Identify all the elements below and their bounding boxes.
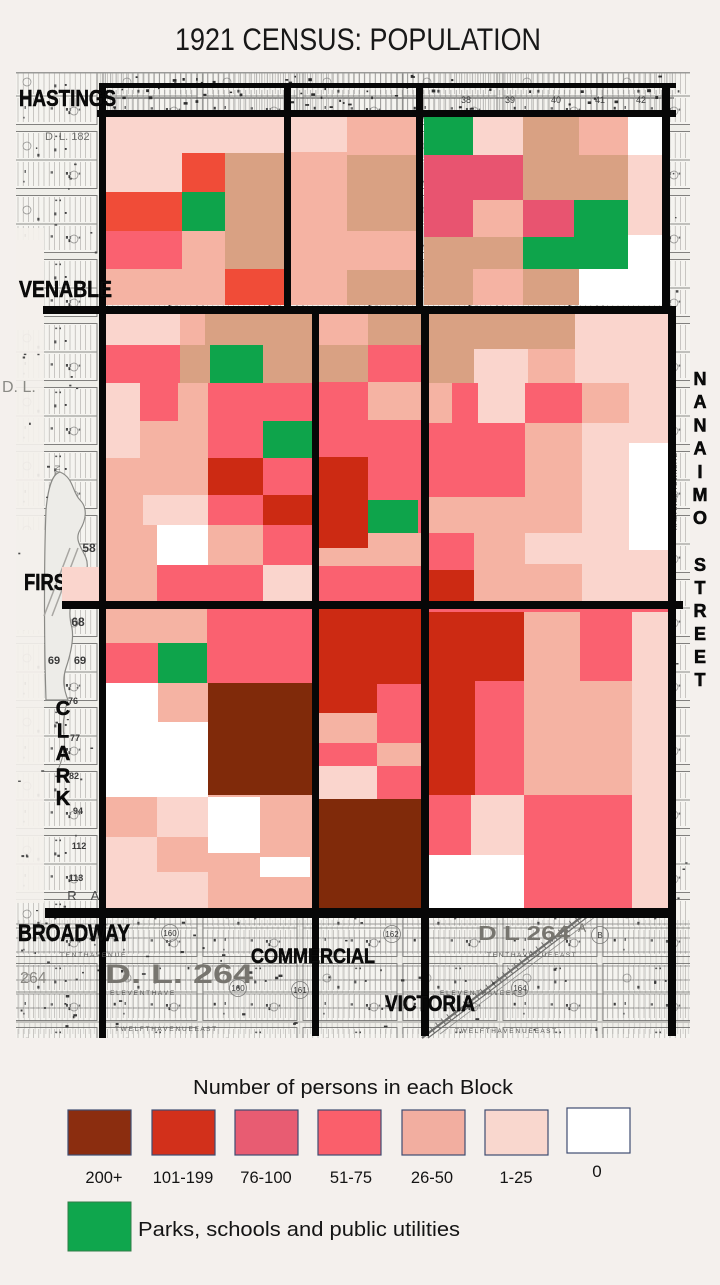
svg-text:BROADWAY: BROADWAY (18, 920, 130, 947)
svg-text:B: B (597, 931, 602, 940)
svg-text:I: I (697, 462, 702, 482)
svg-text:T E N T H A V E N U E E A: T E N T H A V E N U E E A S T (487, 952, 576, 959)
svg-text:160: 160 (231, 984, 245, 993)
svg-text:51-75: 51-75 (330, 1169, 372, 1187)
svg-text:0: 0 (592, 1162, 601, 1181)
svg-text:E: E (694, 624, 706, 644)
svg-text:D L 264: D L 264 (478, 923, 571, 945)
svg-text:T W E L F T H A V E N U E: T W E L F T H A V E N U E E A S T (115, 1026, 216, 1033)
svg-text:164: 164 (513, 984, 527, 993)
svg-text:T: T (695, 578, 706, 598)
svg-text:M: M (693, 485, 708, 505)
svg-text:76-100: 76-100 (240, 1169, 291, 1187)
svg-text:A: A (694, 439, 707, 459)
svg-text:L: L (57, 721, 69, 743)
svg-text:38: 38 (461, 95, 471, 105)
svg-text:N: N (694, 369, 707, 389)
svg-text:A: A (578, 921, 586, 935)
svg-text:200+: 200+ (85, 1169, 122, 1187)
svg-text:Parks, schools and public util: Parks, schools and public utilities (138, 1219, 460, 1241)
svg-text:C: C (56, 698, 70, 720)
svg-text:COMMERCIAL: COMMERCIAL (251, 945, 375, 968)
svg-text:HASTINGS: HASTINGS (19, 85, 116, 111)
svg-text:T: T (695, 670, 706, 690)
svg-text:E: E (694, 647, 706, 667)
svg-text:D. L. 264: D. L. 264 (105, 959, 253, 989)
svg-text:E L E V E N T H A V E: E L E V E N T H A V E (110, 990, 175, 997)
svg-text:R: R (67, 888, 76, 903)
svg-text:D. L. 182: D. L. 182 (45, 131, 90, 143)
svg-text:VENABLE: VENABLE (19, 276, 112, 302)
svg-text:T W E L F T H A V E N U E: T W E L F T H A V E N U E E A S T (455, 1028, 556, 1035)
svg-text:68: 68 (71, 615, 85, 629)
svg-text:1921 CENSUS: POPULATION: 1921 CENSUS: POPULATION (175, 21, 541, 57)
svg-text:A: A (56, 743, 70, 765)
svg-text:58: 58 (82, 541, 96, 555)
svg-text:112: 112 (72, 841, 87, 851)
svg-text:69: 69 (48, 655, 60, 667)
svg-text:E L E V E N T H A V E E A S: E L E V E N T H A V E E A S T (440, 990, 528, 997)
svg-text:39: 39 (505, 95, 515, 105)
svg-text:264: 264 (20, 970, 47, 987)
svg-text:77: 77 (70, 733, 80, 743)
svg-text:40: 40 (551, 95, 561, 105)
svg-text:K: K (56, 788, 71, 810)
svg-text:41: 41 (595, 95, 605, 105)
svg-text:R: R (694, 601, 707, 621)
svg-text:162: 162 (385, 930, 399, 939)
svg-text:94: 94 (73, 806, 83, 816)
svg-text:Number of persons in each Bloc: Number of persons in each Block (193, 1077, 514, 1099)
svg-text:82: 82 (69, 771, 79, 781)
svg-text:T E N T H A V E N U E: T E N T H A V E N U E (60, 952, 126, 959)
svg-text:69: 69 (74, 655, 86, 667)
svg-text:VICTORIA: VICTORIA (385, 991, 475, 1016)
svg-text:R: R (56, 766, 71, 788)
svg-text:26-50: 26-50 (411, 1169, 453, 1187)
svg-text:N: N (694, 415, 707, 435)
svg-text:1-25: 1-25 (499, 1169, 532, 1187)
svg-text:161: 161 (293, 986, 307, 995)
svg-text:113: 113 (69, 873, 84, 883)
svg-text:D. L.: D. L. (2, 379, 36, 396)
svg-text:76: 76 (68, 696, 78, 706)
svg-text:160: 160 (163, 929, 177, 938)
svg-text:101-199: 101-199 (153, 1169, 214, 1187)
svg-text:FIRS: FIRS (24, 569, 66, 595)
svg-text:S: S (694, 555, 706, 575)
svg-text:A: A (694, 392, 707, 412)
svg-text:A: A (91, 888, 100, 903)
svg-text:O: O (693, 508, 707, 528)
svg-text:42: 42 (636, 95, 646, 105)
